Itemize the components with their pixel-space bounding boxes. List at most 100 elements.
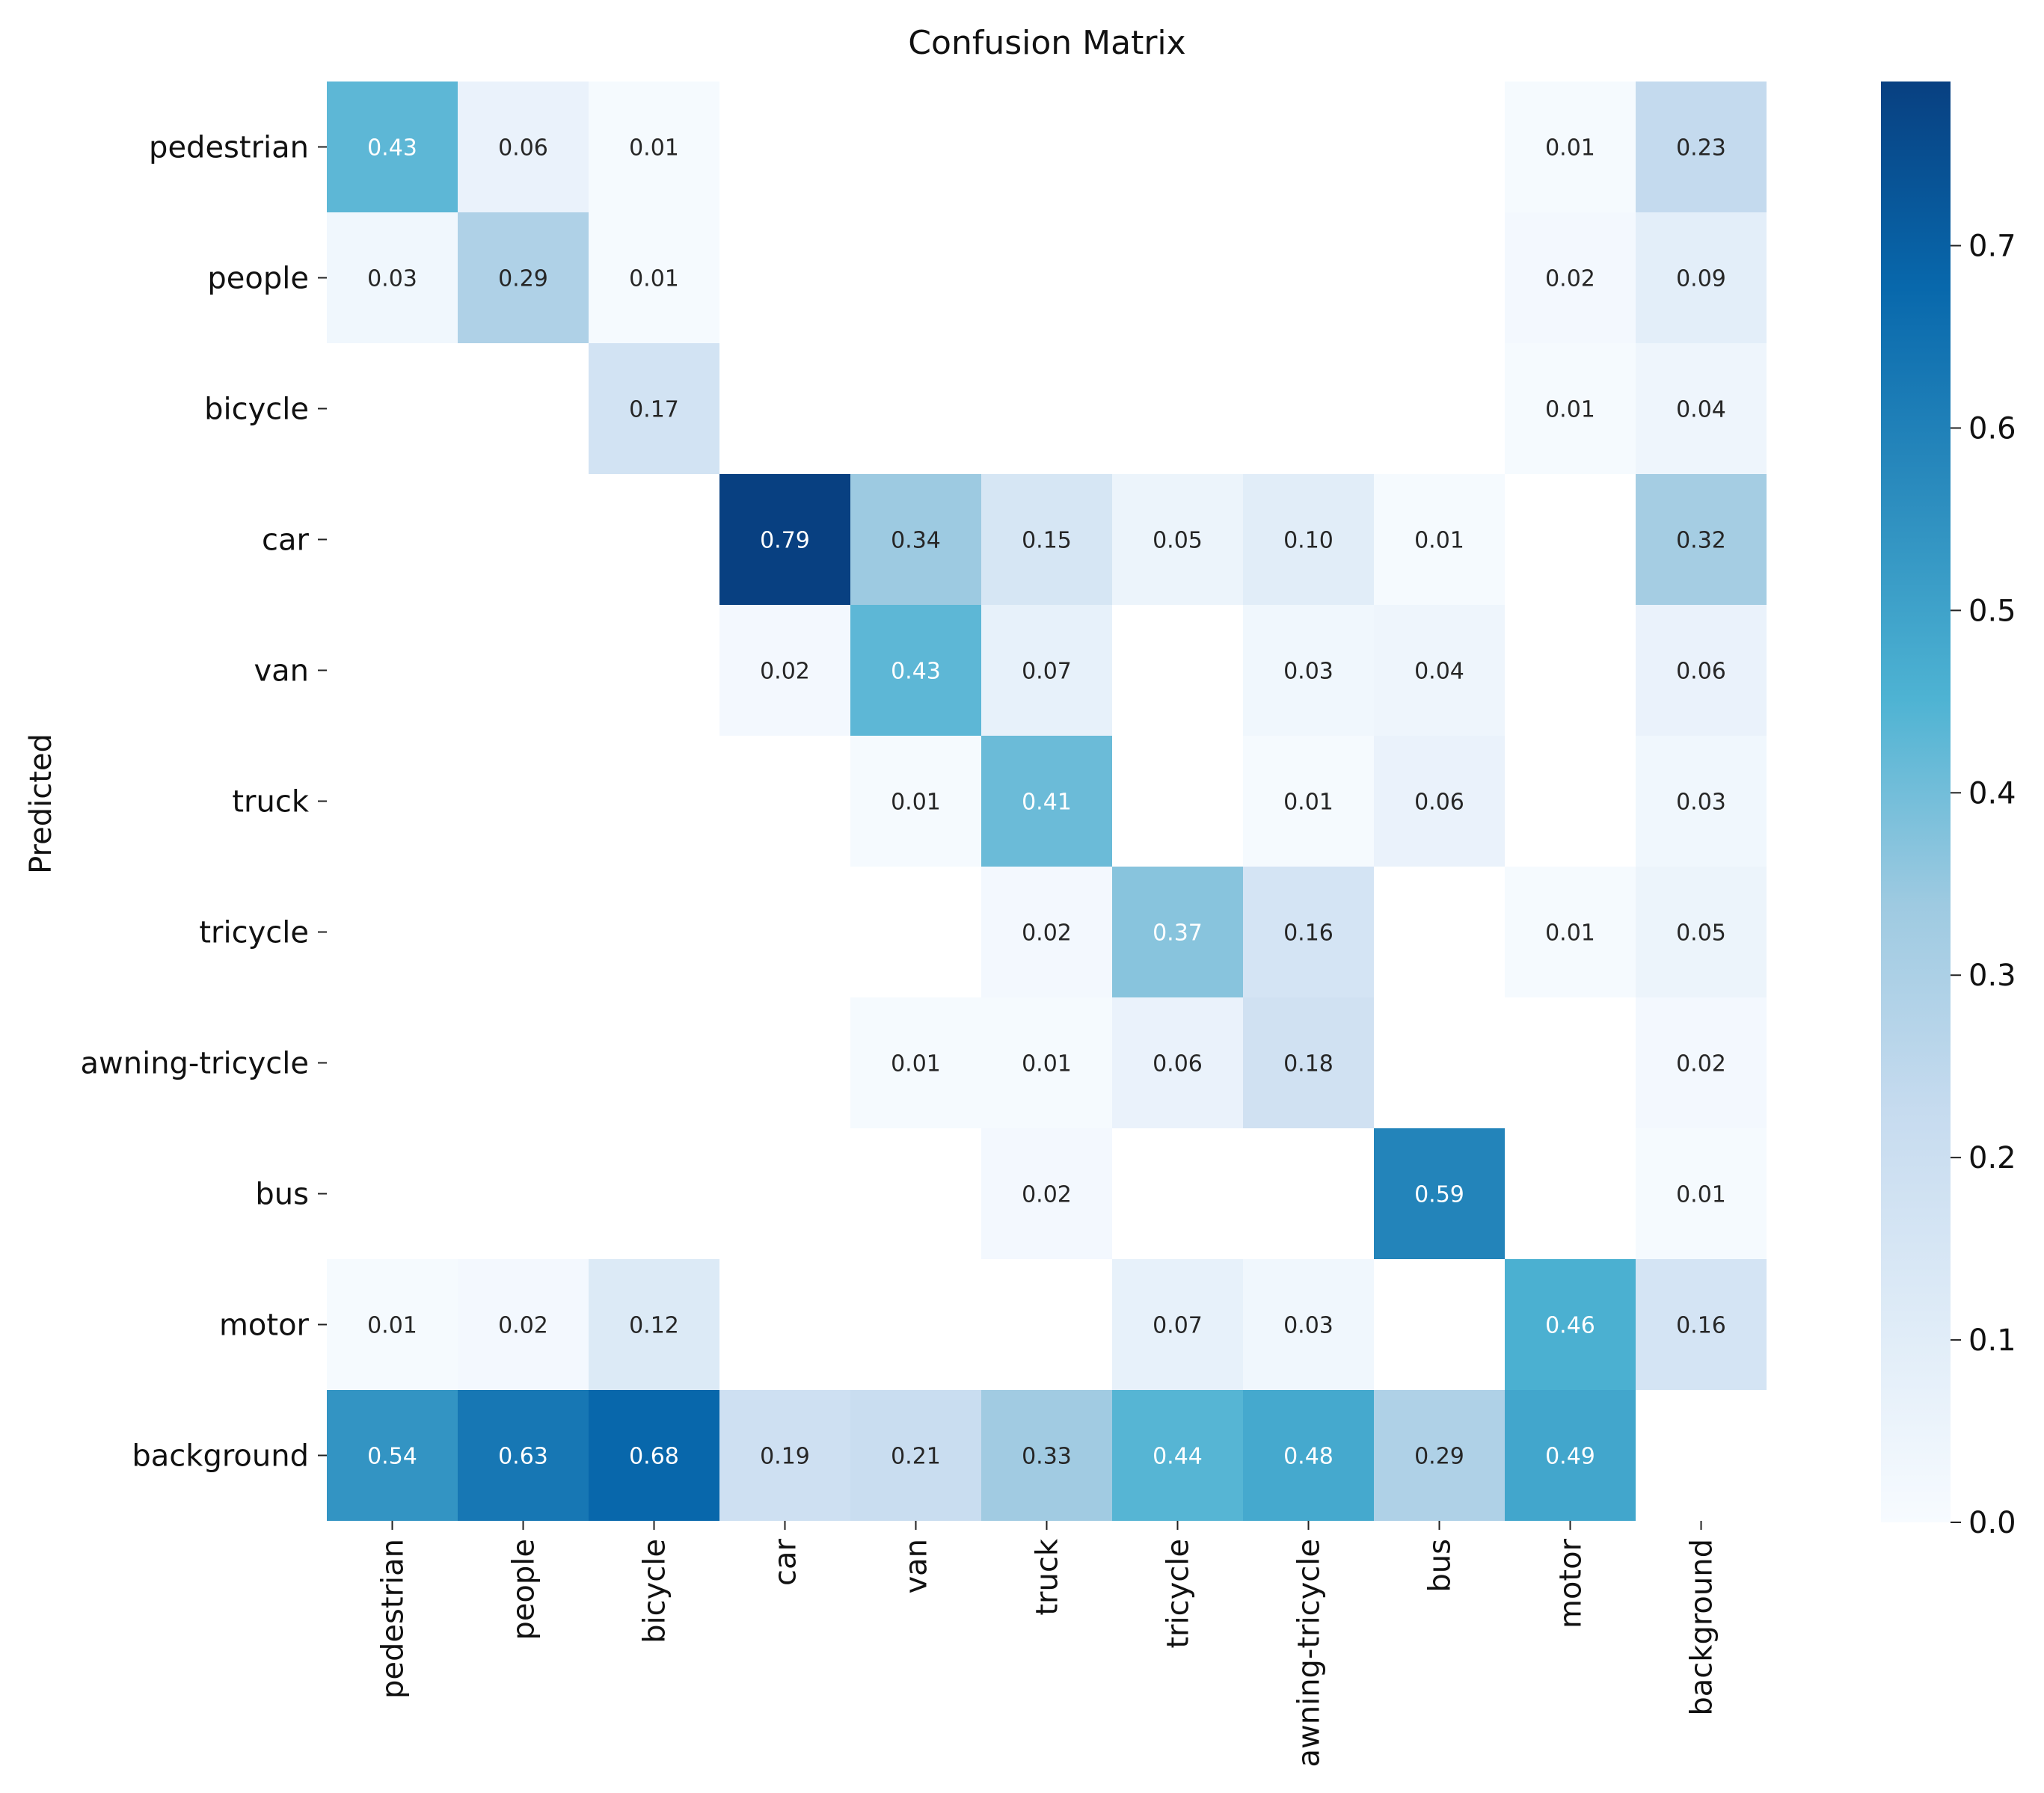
cell-value-label: 0.02 <box>760 659 810 685</box>
cell-value-label: 0.05 <box>1676 920 1726 947</box>
cell-value-label: 0.29 <box>498 266 548 292</box>
heatmap-cell <box>850 1390 981 1521</box>
cell-value-label: 0.06 <box>498 135 548 162</box>
heatmap-cell <box>1636 1259 1767 1390</box>
heatmap-cell <box>981 605 1112 736</box>
cell-value-label: 0.15 <box>1022 528 1072 554</box>
colorbar-tick-label: 0.0 <box>1968 1506 2016 1540</box>
cell-value-label: 0.43 <box>891 659 941 685</box>
cell-value-label: 0.03 <box>1283 1313 1333 1339</box>
cell-value-label: 0.07 <box>1153 1313 1203 1339</box>
cell-value-label: 0.23 <box>1676 135 1726 162</box>
y-tick-label: bicycle <box>204 393 309 427</box>
heatmap-cell <box>1505 82 1636 212</box>
cell-value-label: 0.29 <box>1414 1444 1464 1470</box>
heatmap-cell <box>981 736 1112 867</box>
colorbar-ticks: 0.0 0.1 0.2 0.3 0.4 0.5 0.6 0.7 <box>1951 230 2016 1540</box>
cell-value-label: 0.06 <box>1676 659 1726 685</box>
heatmap-cell <box>589 343 719 474</box>
y-tick-label: motor <box>219 1308 310 1343</box>
x-tick-label: van <box>900 1539 934 1594</box>
cell-value-label: 0.63 <box>498 1444 548 1470</box>
heatmap-cell <box>1112 1259 1243 1390</box>
cell-value-label: 0.06 <box>1153 1051 1203 1077</box>
cell-value-label: 0.02 <box>1676 1051 1726 1077</box>
heatmap-cell <box>850 997 981 1128</box>
cell-value-label: 0.33 <box>1022 1444 1072 1470</box>
cell-value-label: 0.04 <box>1676 397 1726 423</box>
cell-value-label: 0.16 <box>1676 1313 1726 1339</box>
cell-value-label: 0.32 <box>1676 528 1726 554</box>
cell-value-label: 0.01 <box>629 135 679 162</box>
heatmap-cell-labels: 0.43 0.06 0.01 0.01 0.23 0.03 0.29 0.01 0.02 0.09… <box>367 135 1726 1470</box>
cell-value-label: 0.41 <box>1022 790 1072 816</box>
x-tick-label: pedestrian <box>376 1539 411 1699</box>
x-tick-label: bus <box>1423 1539 1458 1593</box>
heatmap-cell <box>1505 1390 1636 1521</box>
heatmap-cell <box>719 605 850 736</box>
colorbar-tick-label: 0.2 <box>1968 1141 2016 1175</box>
heatmap-cell <box>1374 736 1505 867</box>
cell-value-label: 0.79 <box>760 528 810 554</box>
y-tick-label: tricycle <box>199 916 309 950</box>
cell-value-label: 0.06 <box>1414 790 1464 816</box>
heatmap-cell <box>981 867 1112 997</box>
heatmap-cell <box>458 212 589 343</box>
heatmap-cell <box>458 1259 589 1390</box>
y-tick-label: car <box>262 523 310 558</box>
y-tick-label: van <box>254 654 309 689</box>
cell-value-label: 0.44 <box>1153 1444 1203 1470</box>
y-axis-ticks: pedestrian people bicycle car van truck tricyc… <box>81 131 327 1474</box>
heatmap-cell <box>1636 474 1767 605</box>
heatmap-cell <box>981 474 1112 605</box>
cell-value-label: 0.01 <box>1676 1182 1726 1208</box>
y-tick-label: truck <box>232 785 309 819</box>
cell-value-label: 0.04 <box>1414 659 1464 685</box>
heatmap-cell <box>1505 343 1636 474</box>
heatmap-cell <box>1636 605 1767 736</box>
cell-value-label: 0.01 <box>1545 397 1595 423</box>
cell-value-label: 0.01 <box>1414 528 1464 554</box>
x-tick-label: awning-tricycle <box>1292 1539 1327 1768</box>
heatmap-cell <box>719 1390 850 1521</box>
heatmap-cells <box>327 82 1767 1521</box>
heatmap-cell <box>458 1390 589 1521</box>
cell-value-label: 0.02 <box>1022 920 1072 947</box>
cell-value-label: 0.54 <box>367 1444 417 1470</box>
chart-title: Confusion Matrix <box>908 24 1185 62</box>
heatmap-cell <box>1374 474 1505 605</box>
heatmap-cell <box>1243 474 1374 605</box>
cell-value-label: 0.48 <box>1283 1444 1333 1470</box>
cell-value-label: 0.02 <box>1022 1182 1072 1208</box>
heatmap-cell <box>850 605 981 736</box>
x-tick-label: background <box>1685 1539 1719 1716</box>
heatmap-cell <box>589 212 719 343</box>
cell-value-label: 0.68 <box>629 1444 679 1470</box>
colorbar-tick-label: 0.3 <box>1968 959 2016 993</box>
heatmap-cell <box>1243 1259 1374 1390</box>
colorbar-gradient <box>1881 82 1951 1522</box>
cell-value-label: 0.17 <box>629 397 679 423</box>
heatmap-cell <box>981 1390 1112 1521</box>
cell-value-label: 0.09 <box>1676 266 1726 292</box>
colorbar-tick-label: 0.4 <box>1968 776 2016 811</box>
cell-value-label: 0.01 <box>1545 135 1595 162</box>
x-axis-ticks: pedestrian people bicycle car van truck tricyc… <box>376 1521 1719 1768</box>
y-tick-label: pedestrian <box>149 131 309 165</box>
heatmap-cell <box>1243 1390 1374 1521</box>
cell-value-label: 0.21 <box>891 1444 941 1470</box>
heatmap-cell <box>458 82 589 212</box>
y-tick-label: bus <box>255 1178 309 1212</box>
heatmap-cell <box>1374 1390 1505 1521</box>
heatmap-cell <box>589 1259 719 1390</box>
x-tick-label: people <box>507 1539 541 1640</box>
heatmap-cell <box>589 1390 719 1521</box>
cell-value-label: 0.01 <box>367 1313 417 1339</box>
cell-value-label: 0.19 <box>760 1444 810 1470</box>
heatmap-cell <box>1243 867 1374 997</box>
heatmap-cell <box>1243 605 1374 736</box>
heatmap-cell <box>981 1128 1112 1259</box>
heatmap-cell <box>719 474 850 605</box>
heatmap-cell <box>1112 474 1243 605</box>
